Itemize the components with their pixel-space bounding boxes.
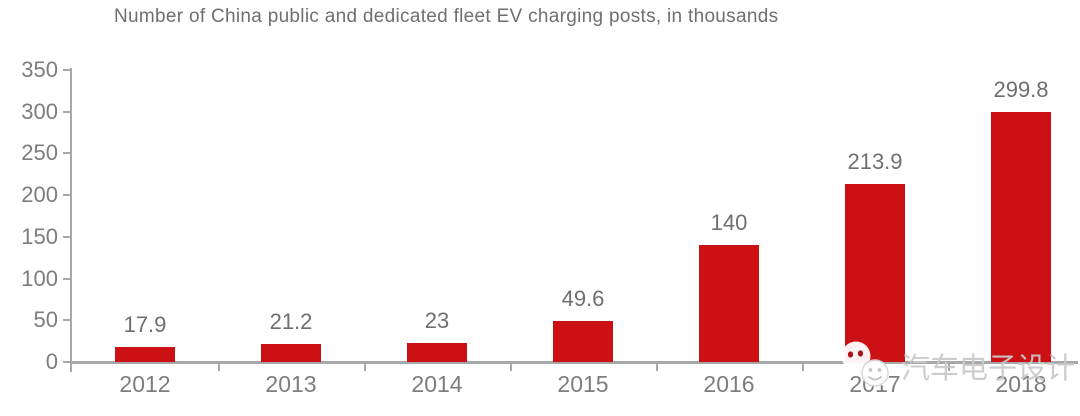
value-label-2012: 17.9: [123, 312, 167, 338]
y-tick-mark: [63, 235, 71, 238]
x-tick-mark: [656, 362, 658, 371]
y-tick-mark: [63, 152, 71, 155]
y-tick-label: 100: [21, 265, 58, 291]
y-tick-label: 250: [21, 140, 58, 166]
y-tick-mark: [63, 69, 71, 71]
x-label-2014: 2014: [411, 371, 463, 397]
y-tick-mark: [63, 319, 71, 322]
y-tick-label: 300: [21, 98, 58, 124]
x-axis: [70, 361, 1078, 364]
x-label-2012: 2012: [119, 371, 171, 397]
x-label-2016: 2016: [703, 371, 755, 397]
bar-2015: [553, 320, 613, 362]
bar-2016: [699, 245, 759, 362]
x-label-2013: 2013: [265, 371, 317, 397]
x-tick-mark: [218, 362, 220, 371]
x-label-2015: 2015: [557, 371, 609, 397]
x-tick-mark: [364, 362, 366, 371]
bar-2018: [991, 111, 1051, 362]
y-tick-label: 350: [21, 57, 58, 82]
y-tick-label: 0: [45, 349, 58, 374]
value-label-2015: 49.6: [561, 285, 605, 311]
value-label-2014: 23: [424, 307, 450, 333]
bar-2012: [115, 347, 175, 362]
y-tick-label: 200: [21, 182, 58, 208]
x-label-2018: 2018: [995, 371, 1047, 397]
value-label-2017: 213.9: [847, 148, 903, 174]
bar-2014: [407, 342, 467, 362]
bar-2017: [845, 183, 905, 362]
x-tick-mark: [510, 362, 512, 371]
value-label-2016: 140: [710, 210, 748, 236]
y-tick-mark: [63, 277, 71, 280]
chart-title: Number of China public and dedicated fle…: [114, 6, 779, 27]
y-tick-label: 150: [21, 223, 58, 249]
y-tick-label: 50: [33, 307, 58, 333]
y-tick-mark: [63, 194, 71, 197]
y-tick-mark: [63, 361, 71, 363]
bar-2013: [261, 344, 321, 362]
value-label-2013: 21.2: [269, 309, 313, 335]
y-axis: [70, 68, 72, 372]
x-label-2017: 2017: [849, 371, 901, 397]
value-label-2018: 299.8: [993, 76, 1049, 102]
x-tick-mark: [802, 362, 804, 371]
y-tick-mark: [63, 110, 71, 113]
x-tick-mark: [948, 362, 950, 371]
